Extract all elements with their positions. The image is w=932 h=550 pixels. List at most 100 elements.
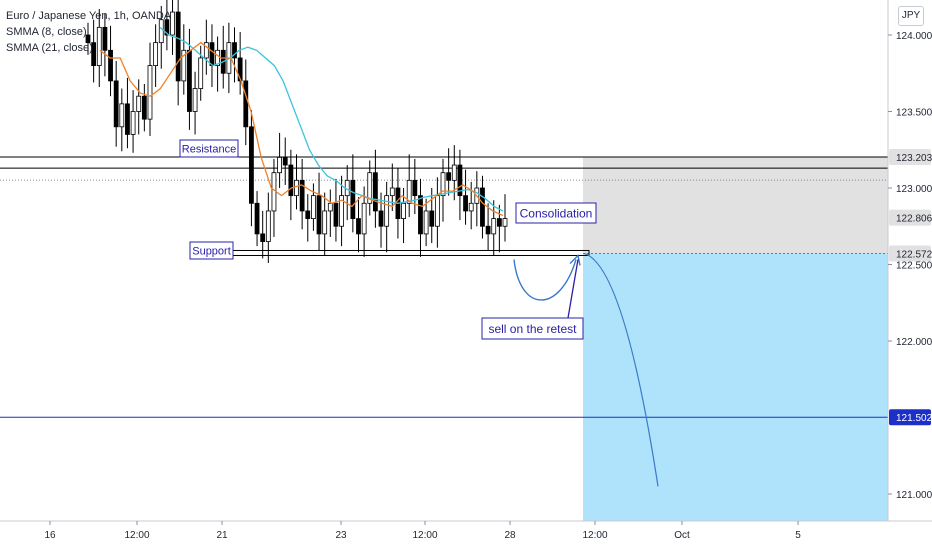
candle	[209, 24, 215, 88]
candle	[192, 71, 198, 135]
candle-body	[237, 57, 243, 82]
candle-body	[136, 95, 142, 112]
candle	[463, 169, 468, 225]
annotations: Resistance Support Consolidation sell on th…	[179, 139, 597, 340]
smma-fast-legend[interactable]: SMMA (8, close)	[6, 26, 87, 38]
candle-body	[429, 210, 435, 227]
candle-body	[299, 179, 305, 212]
candle-body	[451, 164, 457, 181]
time-tick-label: 12:00	[124, 530, 149, 541]
candle-body	[480, 187, 485, 227]
resistance-price-label-text: 123.203	[896, 153, 932, 164]
candle-body	[254, 202, 260, 235]
candle	[305, 194, 311, 242]
sell-annotation: sell on the retest	[481, 317, 584, 340]
symbol-title[interactable]: Euro / Japanese Yen, 1h, OANDA	[6, 10, 172, 22]
price-tick-label: 122.000	[896, 337, 932, 348]
risk-zone	[583, 156, 888, 254]
currency-badge[interactable]: JPY	[898, 6, 924, 26]
candle	[485, 203, 491, 251]
candle	[153, 24, 159, 88]
candle-body	[418, 195, 423, 235]
consolidation-annotation-box	[515, 202, 597, 224]
candle	[389, 163, 395, 211]
candle-body	[496, 218, 502, 227]
candle	[265, 192, 271, 263]
candle	[299, 158, 305, 230]
candle	[322, 192, 328, 256]
candle-body	[485, 225, 491, 235]
candle	[96, 8, 102, 88]
candle-body	[198, 57, 204, 89]
support-level-box[interactable]	[232, 249, 590, 256]
candle-body	[361, 202, 367, 235]
candle-body	[209, 42, 215, 67]
candle	[147, 42, 153, 136]
candle	[372, 149, 378, 228]
candle	[333, 178, 339, 242]
candle	[108, 25, 113, 97]
candle	[136, 79, 142, 135]
time-tick-label: Oct	[674, 530, 690, 541]
candle-body	[119, 103, 125, 128]
candle	[220, 25, 226, 89]
resistance-price-label-bg	[889, 148, 931, 165]
current-price-label-text: 122.806	[896, 214, 932, 225]
candle-body	[322, 210, 328, 235]
candle	[440, 158, 446, 222]
candle-body	[446, 172, 452, 181]
candle-body	[215, 49, 221, 66]
candle-body	[316, 195, 322, 235]
target-price-label: 121.502	[889, 409, 932, 426]
support-price-label-bg	[889, 245, 931, 262]
candle-body	[113, 80, 119, 128]
candle-body	[401, 202, 406, 220]
candle	[418, 178, 423, 257]
candle-body	[277, 156, 282, 174]
candle	[496, 204, 502, 253]
candle	[164, 0, 170, 51]
candle	[277, 132, 282, 188]
candle-body	[356, 218, 361, 235]
candle-body	[164, 19, 170, 36]
chart-legend: Euro / Japanese Yen, 1h, OANDA SMMA (8, …	[6, 8, 171, 56]
time-axis[interactable]: 16 12:00 21 23 12:00 28 12:00 Oct 5	[44, 521, 801, 541]
candle-body	[311, 195, 316, 219]
candle	[294, 154, 299, 210]
candle-body	[108, 49, 113, 82]
candle-body	[203, 42, 209, 59]
candle-body	[175, 11, 181, 82]
candle-body	[288, 164, 294, 197]
candle-body	[333, 202, 339, 227]
candle	[491, 200, 497, 256]
price-tick-label: 122.500	[896, 261, 932, 272]
candle	[384, 181, 390, 253]
candle	[412, 158, 418, 215]
smma-slow-legend[interactable]: SMMA (21, close)	[6, 42, 93, 54]
candle-body	[463, 195, 468, 212]
candle-body	[378, 210, 384, 227]
candle	[446, 148, 452, 196]
candle	[141, 83, 147, 132]
candle	[502, 194, 508, 242]
candle	[249, 109, 254, 227]
candle-body	[294, 179, 299, 197]
candle	[158, 5, 164, 69]
time-tick-label: 23	[335, 530, 347, 541]
candle-body	[192, 88, 198, 112]
support-annotation-label: Support	[192, 245, 231, 257]
candle-body	[249, 126, 254, 204]
price-tick-label: 123.000	[896, 184, 932, 195]
profit-zone	[583, 253, 888, 521]
resistance-annotation-box	[179, 139, 239, 158]
consolidation-annotation: Consolidation	[515, 202, 597, 224]
candle-body	[406, 179, 412, 204]
candle-body	[372, 172, 378, 212]
candle	[119, 88, 125, 152]
price-tick-label: 123.500	[896, 108, 932, 119]
candle	[125, 77, 130, 149]
price-axis[interactable]: 124.000 123.500 123.000 122.500 122.000 121.0…	[888, 31, 932, 501]
candle	[254, 191, 260, 247]
candle	[344, 165, 350, 221]
